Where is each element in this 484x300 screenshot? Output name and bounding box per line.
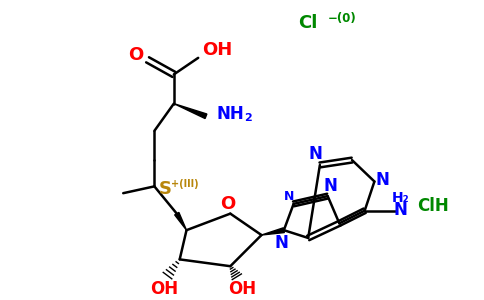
Text: O: O bbox=[128, 46, 143, 64]
Text: N: N bbox=[275, 234, 289, 252]
Text: NH: NH bbox=[216, 105, 244, 123]
Text: 2: 2 bbox=[244, 113, 252, 123]
Text: Cl: Cl bbox=[299, 14, 318, 32]
Text: N: N bbox=[324, 177, 337, 195]
Text: S: S bbox=[159, 180, 172, 198]
Text: OH: OH bbox=[228, 280, 256, 298]
Polygon shape bbox=[175, 212, 186, 230]
Text: N: N bbox=[284, 190, 294, 202]
Text: OH: OH bbox=[202, 41, 233, 59]
Text: O: O bbox=[220, 195, 235, 213]
Text: N: N bbox=[394, 201, 408, 219]
Text: H₂: H₂ bbox=[392, 191, 409, 205]
Text: N: N bbox=[375, 171, 389, 189]
Text: N: N bbox=[308, 145, 322, 163]
Text: OH: OH bbox=[150, 280, 178, 298]
Text: −(0): −(0) bbox=[328, 12, 357, 26]
Text: +(III): +(III) bbox=[171, 179, 198, 189]
Text: ClH: ClH bbox=[417, 197, 449, 215]
Polygon shape bbox=[174, 103, 207, 118]
Polygon shape bbox=[261, 228, 285, 235]
